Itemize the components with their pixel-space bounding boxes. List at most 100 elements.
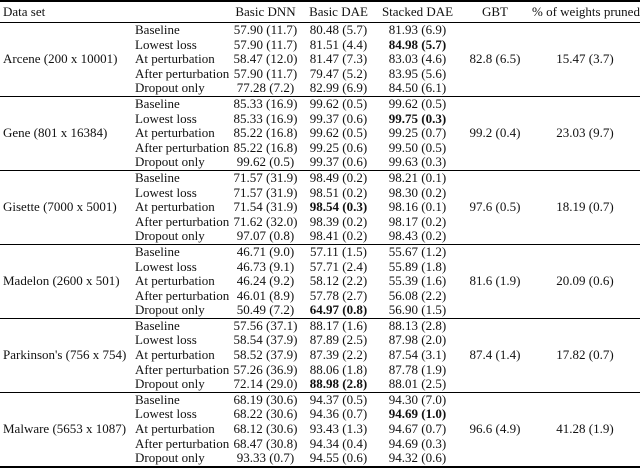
value-cell-basic-dae: 98.39 (0.2) [309, 214, 368, 229]
value-cell-basic-dae: 57.11 (1.5) [302, 243, 375, 260]
dataset-cell: Madelon (2600 x 501) [0, 243, 133, 319]
gbt-cell: 81.6 (1.9) [460, 243, 530, 319]
value-cell-basic-dnn: 85.22 (16.8) [233, 140, 298, 155]
table-row: Lowest loss 57.90 (11.7) 81.51 (4.4) 84.98 … [0, 38, 640, 53]
table-row: After perturbation 71.62 (32.0) 98.39 (0.2… [0, 215, 640, 230]
value-cell-stacked-dae: 98.16 (0.1) [388, 200, 447, 215]
table-row: Dropout only 77.28 (7.2) 82.99 (6.9) 84.50 … [0, 81, 640, 96]
dataset-cell: Parkinson's (756 x 754) [0, 317, 133, 393]
table-row: Dropout only 99.62 (0.5) 99.37 (0.6) 99.63 … [0, 155, 640, 170]
value-cell-basic-dnn: 71.54 (31.9) [233, 200, 298, 215]
value-cell-basic-dae: 98.54 (0.3) [309, 200, 368, 215]
gbt-cell: 99.2 (0.4) [460, 95, 530, 171]
method-cell: Baseline [133, 169, 229, 186]
method-cell: Dropout only [135, 155, 205, 170]
method-cell: Baseline [133, 243, 229, 260]
col-header-gbt: GBT [460, 1, 530, 23]
method-cell: Lowest loss [135, 407, 197, 422]
method-cell: Baseline [133, 391, 229, 408]
value-cell-basic-dae: 58.12 (2.2) [309, 274, 368, 289]
gbt-cell: 87.4 (1.4) [460, 317, 530, 393]
table-row: At perturbation 58.52 (37.9) 87.39 (2.2) 87… [0, 348, 640, 363]
method-cell: Lowest loss [135, 259, 197, 274]
method-cell: Baseline [133, 21, 229, 38]
gbt-cell: 96.6 (4.9) [460, 391, 530, 467]
value-cell-stacked-dae: 98.21 (0.1) [375, 169, 460, 186]
gbt-cell: 97.6 (0.5) [460, 169, 530, 245]
value-cell-basic-dae: 87.39 (2.2) [309, 348, 368, 363]
value-cell-stacked-dae: 98.17 (0.2) [388, 214, 447, 229]
value-cell-basic-dnn: 57.26 (36.9) [233, 362, 298, 377]
value-cell-stacked-dae: 56.90 (1.5) [388, 303, 447, 318]
method-cell: After perturbation [135, 214, 229, 229]
value-cell-stacked-dae: 99.50 (0.5) [388, 140, 447, 155]
method-cell: At perturbation [135, 274, 215, 289]
value-cell-basic-dae: 87.89 (2.5) [309, 333, 368, 348]
pruned-cell: 15.47 (3.7) [530, 22, 640, 97]
col-header-basic-dnn: Basic DNN [229, 1, 302, 23]
col-header-basic-dae: Basic DAE [302, 1, 375, 23]
value-cell-stacked-dae: 94.69 (1.0) [388, 407, 447, 422]
value-cell-basic-dae: 81.47 (7.3) [309, 52, 368, 67]
table-row: At perturbation 46.24 (9.2) 58.12 (2.2) 55.… [0, 274, 640, 289]
pruned-cell: 17.82 (0.7) [530, 317, 640, 393]
table-row: Lowest loss 46.73 (9.1) 57.71 (2.4) 55.89 (… [0, 260, 640, 275]
value-cell-stacked-dae: 87.54 (3.1) [388, 348, 447, 363]
table-row: At perturbation 68.12 (30.6) 93.43 (1.3) 94… [0, 422, 640, 437]
dataset-cell: Gene (801 x 16384) [0, 95, 133, 171]
method-cell: Dropout only [135, 229, 205, 244]
method-cell: After perturbation [135, 362, 229, 377]
dataset-group: Madelon (2600 x 501) Baseline 46.71 (9.0) 5… [0, 243, 640, 319]
value-cell-stacked-dae: 55.89 (1.8) [388, 259, 447, 274]
table-row: Parkinson's (756 x 754) Baseline 57.56 (37… [0, 317, 640, 393]
value-cell-stacked-dae: 84.50 (6.1) [388, 81, 447, 96]
value-cell-stacked-dae: 81.93 (6.9) [375, 21, 460, 38]
value-cell-stacked-dae: 87.78 (1.9) [388, 362, 447, 377]
dataset-group: Parkinson's (756 x 754) Baseline 57.56 (37… [0, 317, 640, 393]
value-cell-basic-dnn: 57.90 (11.7) [233, 37, 298, 52]
value-cell-basic-dnn: 46.71 (9.0) [229, 243, 302, 260]
method-cell: Lowest loss [135, 37, 197, 52]
method-cell: After perturbation [135, 140, 229, 155]
value-cell-basic-dae: 99.37 (0.6) [309, 155, 368, 170]
value-cell-basic-dae: 81.51 (4.4) [309, 37, 368, 52]
dataset-group: Arcene (200 x 10001) Baseline 57.90 (11.7)… [0, 21, 640, 97]
value-cell-basic-dnn: 57.90 (11.7) [233, 66, 298, 81]
value-cell-stacked-dae: 88.13 (2.8) [375, 317, 460, 334]
value-cell-basic-dnn: 57.90 (11.7) [229, 21, 302, 38]
value-cell-stacked-dae: 88.01 (2.5) [388, 377, 447, 392]
method-cell: At perturbation [135, 200, 215, 215]
value-cell-basic-dnn: 85.22 (16.8) [233, 126, 298, 141]
value-cell-basic-dnn: 57.56 (37.1) [229, 317, 302, 334]
value-cell-basic-dae: 57.71 (2.4) [309, 259, 368, 274]
method-cell: At perturbation [135, 126, 215, 141]
value-cell-basic-dnn: 58.54 (37.9) [233, 333, 298, 348]
value-cell-basic-dae: 98.51 (0.2) [309, 185, 368, 200]
method-cell: Lowest loss [135, 111, 197, 126]
value-cell-basic-dae: 93.43 (1.3) [309, 422, 368, 437]
pruned-cell: 20.09 (0.6) [530, 243, 640, 319]
table-row: After perturbation 57.90 (11.7) 79.47 (5.2… [0, 67, 640, 82]
table-header: Data set Basic DNN Basic DAE Stacked DAE… [0, 1, 640, 23]
dataset-group: Malware (5653 x 1087) Baseline 68.19 (30.6… [0, 391, 640, 467]
pruned-cell: 41.28 (1.9) [530, 391, 640, 467]
value-cell-stacked-dae: 94.67 (0.7) [388, 422, 447, 437]
value-cell-basic-dnn: 71.57 (31.9) [229, 169, 302, 186]
value-cell-basic-dae: 88.06 (1.8) [309, 362, 368, 377]
value-cell-basic-dae: 99.37 (0.6) [309, 111, 368, 126]
value-cell-basic-dnn: 97.07 (0.8) [236, 229, 295, 244]
value-cell-basic-dae: 64.97 (0.8) [309, 303, 368, 318]
method-cell: At perturbation [135, 422, 215, 437]
value-cell-stacked-dae: 99.63 (0.3) [388, 155, 447, 170]
value-cell-stacked-dae: 84.98 (5.7) [388, 37, 447, 52]
table-row: Dropout only 93.33 (0.7) 94.55 (0.6) 94.32 … [0, 451, 640, 467]
value-cell-stacked-dae: 55.67 (1.2) [375, 243, 460, 260]
table-row: After perturbation 68.47 (30.8) 94.34 (0.4… [0, 437, 640, 452]
value-cell-basic-dae: 88.98 (2.8) [309, 377, 368, 392]
value-cell-basic-dnn: 46.01 (8.9) [236, 288, 295, 303]
value-cell-basic-dae: 82.99 (6.9) [309, 81, 368, 96]
value-cell-basic-dnn: 93.33 (0.7) [236, 451, 295, 466]
value-cell-basic-dnn: 77.28 (7.2) [236, 81, 295, 96]
method-cell: Baseline [133, 317, 229, 334]
